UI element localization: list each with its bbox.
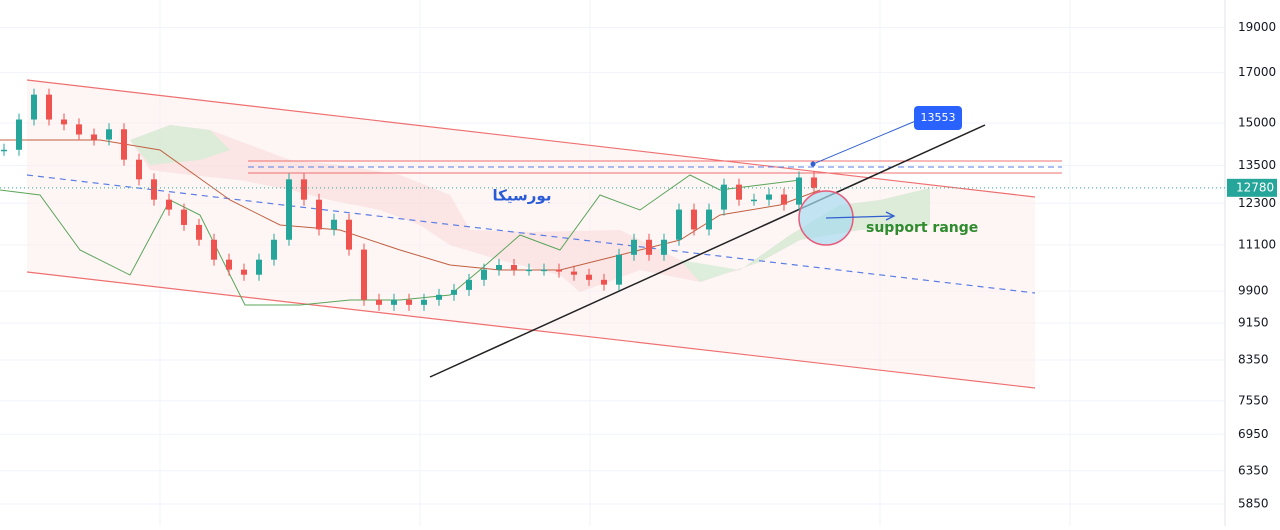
candle	[616, 254, 622, 285]
candle	[541, 269, 547, 272]
candle	[406, 299, 412, 305]
y-tick-label: 17000	[1238, 65, 1276, 79]
candle	[136, 159, 142, 180]
candle	[256, 259, 262, 275]
y-tick-label: 11100	[1238, 237, 1276, 251]
y-tick-label: 19000	[1238, 20, 1276, 34]
candle	[706, 209, 712, 230]
candle	[61, 119, 67, 125]
candle	[451, 289, 457, 295]
candle	[346, 219, 352, 250]
candle	[736, 184, 742, 200]
candle	[166, 199, 172, 210]
candle	[766, 194, 772, 200]
candle	[691, 209, 697, 230]
candle	[211, 239, 217, 260]
candle	[526, 269, 532, 272]
candle	[391, 299, 397, 305]
candle	[571, 271, 577, 275]
y-tick-label: 12300	[1238, 196, 1276, 210]
candle	[676, 209, 682, 240]
candle	[31, 94, 37, 120]
annotation: support range	[866, 220, 978, 236]
candle	[466, 279, 472, 290]
candle	[286, 179, 292, 240]
candle	[496, 265, 502, 270]
candle	[46, 94, 52, 120]
chart-title: بورسیکا	[493, 187, 552, 205]
marker-label: 13553	[921, 111, 956, 124]
candle	[76, 124, 82, 135]
candle	[361, 249, 367, 300]
y-tick-label: 15000	[1238, 116, 1276, 130]
y-tick-label: 8350	[1238, 353, 1269, 367]
candle	[586, 274, 592, 280]
candle	[181, 209, 187, 225]
channel-bottom	[26, 271, 1036, 389]
last-price-label: 12780	[1236, 180, 1274, 194]
y-tick-label: 6350	[1238, 463, 1269, 477]
candle	[331, 219, 337, 230]
candle	[316, 199, 322, 230]
candle	[16, 119, 22, 150]
candle	[721, 184, 727, 210]
candle	[421, 299, 427, 305]
candle	[376, 299, 382, 305]
y-tick-label: 13500	[1238, 158, 1276, 172]
candle	[1, 149, 7, 152]
candle	[106, 129, 112, 140]
chikou-span	[0, 174, 801, 306]
candle	[271, 239, 277, 260]
candle	[481, 269, 487, 280]
trend-line	[429, 124, 986, 378]
kijun-sen	[0, 139, 821, 271]
candle	[796, 177, 802, 205]
y-tick-label: 9900	[1238, 284, 1269, 298]
candle	[646, 239, 652, 255]
y-tick-label: 6950	[1238, 427, 1269, 441]
candle	[511, 265, 517, 270]
candle	[241, 269, 247, 275]
candle	[121, 129, 127, 160]
arrow-head	[885, 211, 896, 221]
candle	[436, 294, 442, 300]
channel-top	[26, 79, 1036, 198]
ichimoku-cloud	[130, 125, 230, 165]
channel-mid	[26, 174, 1036, 294]
candle	[661, 239, 667, 255]
candle	[196, 224, 202, 240]
y-tick-label: 7550	[1238, 393, 1269, 407]
candle	[601, 279, 607, 285]
marker-box	[914, 106, 962, 130]
candle	[781, 194, 787, 205]
y-tick-label: 5850	[1238, 496, 1269, 510]
candle	[751, 199, 757, 202]
candle	[151, 179, 157, 200]
candle	[556, 269, 562, 272]
price-axis	[1225, 0, 1280, 526]
candle	[226, 259, 232, 270]
y-tick-label: 9150	[1238, 315, 1269, 329]
arrow	[825, 215, 894, 219]
candle	[91, 134, 97, 140]
candle	[301, 179, 307, 200]
last-price-badge	[1227, 178, 1277, 197]
candle	[811, 177, 817, 188]
candle	[631, 239, 637, 255]
marker-line	[812, 119, 919, 165]
